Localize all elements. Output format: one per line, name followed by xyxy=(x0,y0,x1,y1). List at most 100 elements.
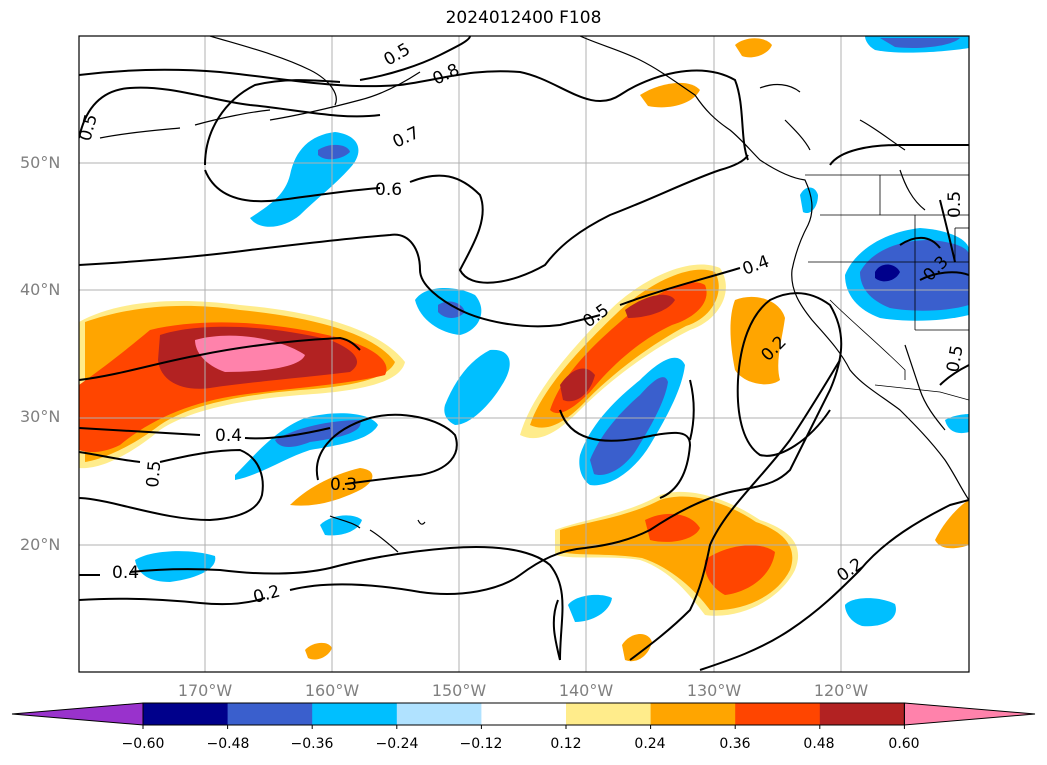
colorbar-tick: −0.36 xyxy=(290,736,334,752)
cold-anomaly xyxy=(135,551,216,582)
lon-label: 120°W xyxy=(813,681,869,700)
lon-label: 170°W xyxy=(177,681,233,700)
contour-label: 0.4 xyxy=(740,252,772,280)
contour-label: 0.2 xyxy=(833,554,867,586)
contour-line xyxy=(919,271,969,281)
contour-label: 0.5 xyxy=(945,191,965,218)
colorbar-segments xyxy=(11,702,1036,729)
gridlines xyxy=(79,36,969,672)
lat-label: 40°N xyxy=(20,280,61,299)
contour-line xyxy=(829,144,969,166)
contour-line xyxy=(79,448,264,522)
colorbar-tick: 0.12 xyxy=(550,736,582,752)
warm-anomaly-east xyxy=(730,296,785,385)
colorbar-tick: 0.24 xyxy=(634,736,666,752)
contour-label: 0.4 xyxy=(215,426,242,446)
colorbar-segment xyxy=(650,703,736,725)
contour-line xyxy=(559,409,692,499)
cold-anomaly xyxy=(438,301,465,318)
lon-label: 130°W xyxy=(686,681,742,700)
cold-anomaly xyxy=(875,264,900,282)
contour-line xyxy=(699,499,969,671)
contour-line xyxy=(552,599,561,661)
warm-anomaly-small xyxy=(735,38,772,58)
cold-anomaly xyxy=(320,515,362,536)
contour-lines xyxy=(79,36,969,671)
cold-anomaly xyxy=(800,187,818,214)
colorbar-segment xyxy=(396,703,482,725)
coastlines xyxy=(99,36,969,553)
contour-line xyxy=(79,546,564,661)
colorbar-tick: −0.24 xyxy=(375,736,419,752)
warm-anomaly-small xyxy=(622,634,652,662)
warm-anomaly-small xyxy=(935,500,969,549)
colorbar-extend-right xyxy=(903,702,1036,726)
colorbar-extend-left xyxy=(11,702,144,726)
contour-line xyxy=(79,336,361,381)
colorbar xyxy=(11,702,1036,729)
colorbar-segment xyxy=(143,703,229,725)
contour-line xyxy=(79,68,749,161)
lon-label: 140°W xyxy=(558,681,614,700)
state-borders xyxy=(805,174,969,401)
cold-anomaly xyxy=(444,349,510,425)
cold-anomaly xyxy=(568,594,612,622)
lat-label: 20°N xyxy=(20,535,61,554)
lat-label: 30°N xyxy=(20,407,61,426)
warm-anomaly-small xyxy=(305,642,332,660)
cold-anomaly xyxy=(318,144,350,160)
contour-line xyxy=(79,233,741,328)
cold-anomaly xyxy=(945,414,969,434)
map-frame xyxy=(78,35,970,673)
contour-label: 0.6 xyxy=(375,180,402,200)
cold-anomaly xyxy=(590,377,668,476)
warm-anomaly-small xyxy=(640,82,700,108)
colorbar-tick: −0.12 xyxy=(459,736,503,752)
contour-label: 0.4 xyxy=(112,563,139,583)
contour-line xyxy=(939,199,956,263)
contour-line xyxy=(899,236,941,249)
contour-label: 0.8 xyxy=(430,60,463,90)
colorbar-segment xyxy=(735,703,821,725)
colorbar-segment xyxy=(312,703,398,725)
colorbar-tick: −0.60 xyxy=(121,736,165,752)
warm-anomaly-small xyxy=(290,468,373,506)
cold-anomaly xyxy=(845,598,896,627)
colorbar-segment xyxy=(481,703,567,725)
colorbar-tick: −0.48 xyxy=(206,736,250,752)
lon-label: 150°W xyxy=(431,681,487,700)
colorbar-tick: 0.36 xyxy=(719,736,751,752)
cold-anomaly xyxy=(880,38,960,48)
contour-line xyxy=(79,292,843,606)
contour-line xyxy=(79,86,381,139)
contour-line xyxy=(939,364,969,386)
lat-label: 50°N xyxy=(20,153,61,172)
colorbar-tick: 0.60 xyxy=(888,736,920,752)
shading-layer xyxy=(79,36,969,662)
contour-label: 0.5 xyxy=(943,344,967,374)
warm-anomaly-south xyxy=(645,513,775,595)
colorbar-segment xyxy=(819,703,905,725)
contour-label: 0.3 xyxy=(330,475,357,495)
contour-label: 0.5 xyxy=(143,460,165,489)
contour-line xyxy=(79,427,331,440)
colorbar-tick: 0.48 xyxy=(803,736,835,752)
colorbar-frame xyxy=(142,702,905,726)
cold-anomaly xyxy=(860,240,969,311)
contour-line xyxy=(315,413,458,485)
contour-label: 0.5 xyxy=(381,39,414,70)
warm-anomaly-central xyxy=(560,294,675,402)
map-title: 2024012400 F108 xyxy=(445,8,602,28)
contour-label: 0.2 xyxy=(251,582,282,608)
contour-line xyxy=(204,154,749,284)
map-plot: 0.5 0.8 0.7 0.6 0.5 0.4 0.5 0.3 0.4 0.5 … xyxy=(76,35,970,673)
warm-anomaly-west xyxy=(195,335,305,372)
cold-anomaly xyxy=(275,420,361,447)
contour-label: 0.5 xyxy=(76,112,102,143)
lon-label: 160°W xyxy=(304,681,360,700)
colorbar-segment xyxy=(227,703,313,725)
contour-line xyxy=(204,36,471,166)
contour-line xyxy=(629,359,841,661)
colorbar-segment xyxy=(566,703,652,725)
contour-label: 0.7 xyxy=(390,123,423,153)
